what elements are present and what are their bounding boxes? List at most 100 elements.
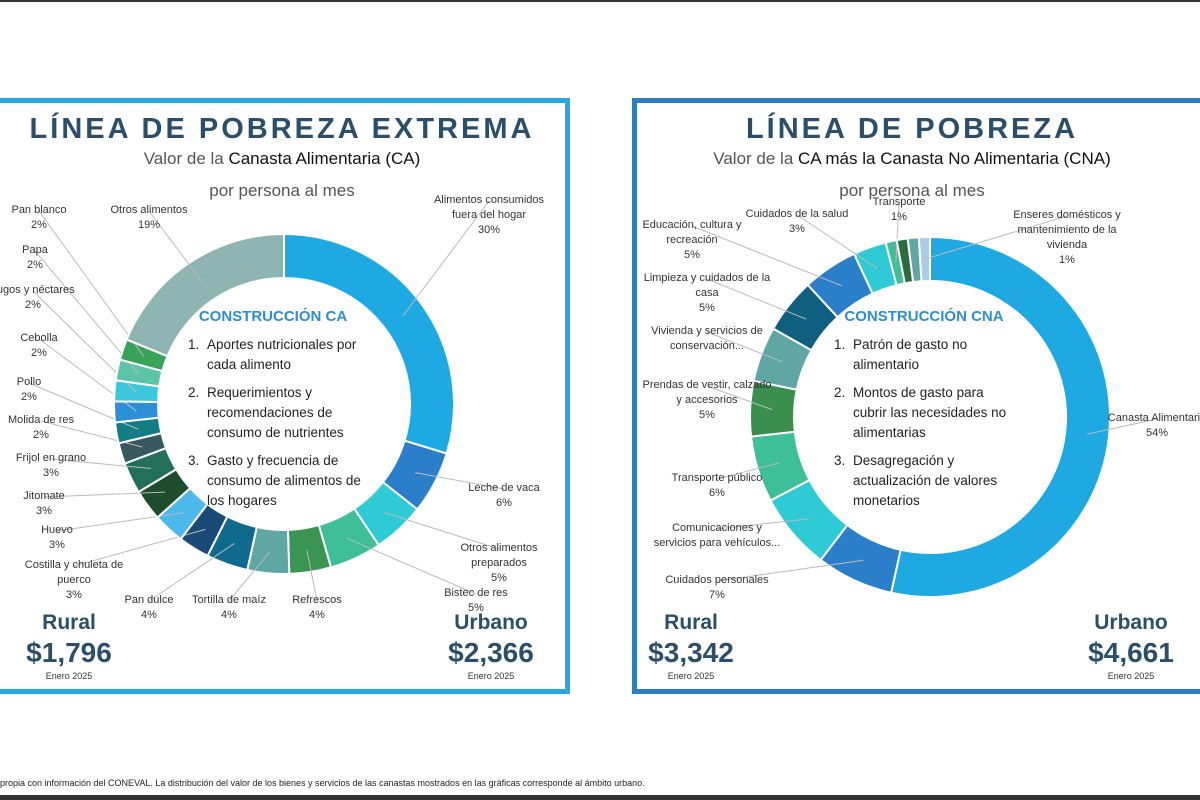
leader-line xyxy=(796,214,878,269)
slice-label: Pan dulce 4% xyxy=(125,593,174,623)
slice-name: Prendas de vestir, calzado y accesorios xyxy=(642,379,772,406)
leader-line xyxy=(706,385,773,411)
slice-name: Canasta Alimentaria xyxy=(1107,412,1200,424)
slice-value: 5% xyxy=(468,602,484,614)
slice-label: Costilla y chuleta de puerco 3% xyxy=(9,558,139,603)
slice-name: Huevo xyxy=(41,524,73,536)
donut-slice xyxy=(889,235,1111,598)
slice-value: 3% xyxy=(43,467,59,479)
slice-label: Bistec de res 5% xyxy=(444,586,508,616)
slice-value: 6% xyxy=(709,487,725,499)
slice-value: 3% xyxy=(66,589,82,601)
stat-value: $3,342 xyxy=(648,637,734,668)
slice-value: 2% xyxy=(31,219,47,231)
donut-slice xyxy=(917,235,931,283)
leader-line xyxy=(40,420,143,448)
leader-line xyxy=(402,200,490,317)
leader-line xyxy=(706,278,807,320)
leader-line xyxy=(716,559,864,582)
subtitle-text: Valor de la xyxy=(713,149,798,168)
slice-label: Transporte público 6% xyxy=(672,471,763,501)
leader-line xyxy=(38,210,145,357)
slice-name: Pollo xyxy=(16,376,42,388)
stat-value: $2,366 xyxy=(448,637,534,668)
center-text: CONSTRUCCIÓN CA Aportes nutricionales po… xyxy=(183,307,363,519)
leader-line xyxy=(50,458,151,470)
stat-area: Urbano xyxy=(454,611,528,634)
bottom-border xyxy=(0,795,1200,800)
stat-date: Enero 2025 xyxy=(1107,671,1155,681)
leader-line xyxy=(716,518,810,530)
slice-value: 1% xyxy=(891,211,907,223)
panel-subtitle-2: por persona al mes xyxy=(839,181,985,200)
slice-label: Enseres domésticos y mantenimiento de la… xyxy=(1002,208,1132,268)
slice-label: Prendas de vestir, calzado y accesorios 5… xyxy=(642,378,772,423)
stat-date: Enero 2025 xyxy=(667,671,715,681)
slice-value: 5% xyxy=(699,409,715,421)
slice-label: Transporte 1% xyxy=(873,195,926,225)
slice-label: Canasta Alimentaria 54% xyxy=(1108,411,1200,441)
slice-value: 5% xyxy=(699,302,715,314)
center-item: Desagregación y actualización de valores… xyxy=(849,451,1019,511)
slice-name: Cebolla xyxy=(20,332,58,344)
slice-label: Otros alimentos preparados 5% xyxy=(434,541,564,586)
slice-value: 19% xyxy=(137,219,161,231)
slice-name: Papa xyxy=(22,244,48,256)
stat-area: Rural xyxy=(664,611,718,634)
slice-value: 3% xyxy=(36,505,52,517)
top-border xyxy=(0,0,1200,2)
center-text: CONSTRUCCIÓN CNA Patrón de gasto no alim… xyxy=(829,307,1019,519)
stat-area: Urbano xyxy=(1094,611,1168,634)
slice-label: Pan blanco 2% xyxy=(11,203,66,233)
slice-name: Educación, cultura y recreación xyxy=(642,219,742,246)
slice-label: Tortilla de maíz 4% xyxy=(192,593,266,623)
slice-label: Huevo 3% xyxy=(41,523,73,553)
slice-name: Molida de res xyxy=(7,414,75,426)
slice-name: Transporte público xyxy=(671,472,763,484)
slice-label: Otros alimentos 19% xyxy=(110,203,187,233)
slice-name: Limpieza y cuidados de la casa xyxy=(643,272,771,299)
slice-label: Alimentos consumidos fuera del hogar 30% xyxy=(424,193,554,238)
leader-line xyxy=(148,210,202,282)
subtitle-text: Valor de la xyxy=(143,149,229,168)
slice-name: Frijol en grano xyxy=(15,452,87,464)
slice-value: 7% xyxy=(709,589,725,601)
slice-value: 54% xyxy=(1145,427,1169,439)
slice-label: Limpieza y cuidados de la casa 5% xyxy=(642,271,772,316)
slice-name: Pan blanco xyxy=(11,204,67,216)
leader-line xyxy=(415,472,505,490)
slice-name: Vivienda y servicios de conservación... xyxy=(651,325,763,352)
slice-name: Cuidados personales xyxy=(665,574,769,586)
leader-line xyxy=(148,543,235,602)
slice-value: 3% xyxy=(789,223,805,235)
donut-slice xyxy=(125,232,285,358)
center-item: Gasto y frecuencia de consumo de aliment… xyxy=(203,451,363,511)
stat-date: Enero 2025 xyxy=(467,671,515,681)
panel-pobreza: LÍNEA DE POBREZA Valor de la CA más la C… xyxy=(632,98,1200,694)
slice-value: 4% xyxy=(221,609,237,621)
slice-name: Bistec de res xyxy=(444,587,508,599)
subtitle-bold: Canasta Alimentaria (CA) xyxy=(228,149,421,168)
panel-pobreza-extrema: LÍNEA DE POBREZA EXTREMA Valor de la Can… xyxy=(0,98,570,694)
slice-label: Leche de vaca 6% xyxy=(468,481,540,511)
slice-label: Cuidados de la salud 3% xyxy=(746,207,849,237)
panel-title: LÍNEA DE POBREZA xyxy=(745,113,1079,145)
center-item: Requerimientos y recomendaciones de cons… xyxy=(203,383,363,443)
slice-value: 3% xyxy=(49,539,65,551)
subtitle-bold: CA más la Canasta No Alimentaria (CNA) xyxy=(798,149,1111,168)
panel-subtitle: Valor de la Canasta Alimentaria (CA) xyxy=(0,149,565,169)
donut-chart-ca xyxy=(28,200,505,602)
stat-urbano: Urbano $4,661 Enero 2025 xyxy=(1071,611,1191,681)
slice-label: Educación, cultura y recreación 5% xyxy=(627,218,757,263)
slice-label: Comunicaciones y servicios para vehículo… xyxy=(652,521,782,551)
slice-name: Otros alimentos xyxy=(110,204,188,216)
slice-label: Molida de res 2% xyxy=(8,413,74,443)
donut-slice xyxy=(113,400,160,424)
leader-line xyxy=(43,491,166,498)
slice-name: Otros alimentos preparados xyxy=(460,542,538,569)
center-item: Aportes nutricionales por cada alimento xyxy=(203,335,363,375)
center-item: Montos de gasto para cubrir las necesida… xyxy=(849,383,1019,443)
leader-line xyxy=(691,225,843,287)
slice-name: Pan dulce xyxy=(124,594,174,606)
slice-value: 4% xyxy=(141,609,157,621)
